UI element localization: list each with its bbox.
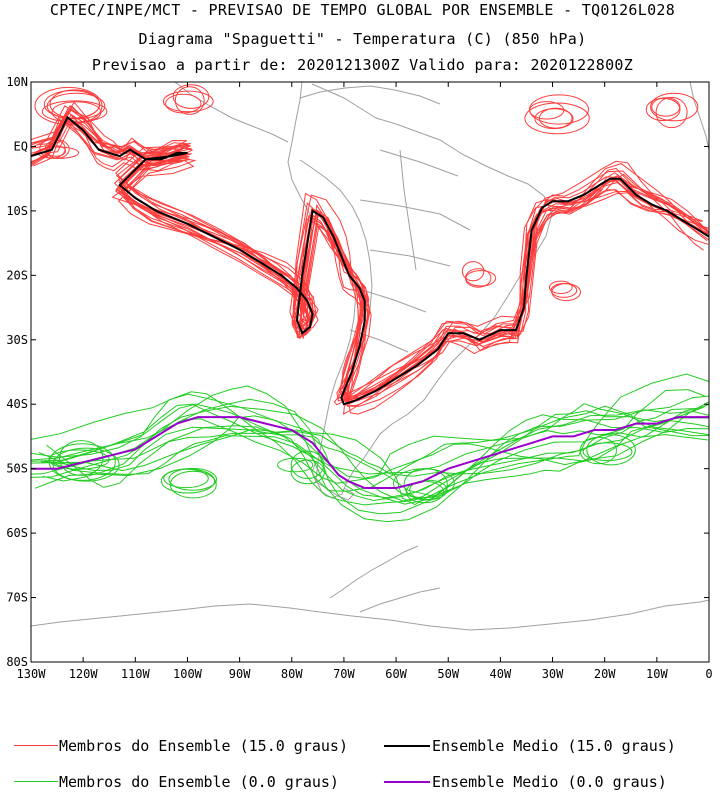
ensemble-member-0c-cell — [403, 468, 448, 501]
antarctic-peninsula — [329, 545, 441, 613]
ensemble-member-15c-cell — [548, 280, 573, 294]
ensemble-member-15c-cell — [655, 96, 688, 129]
lat-tick-label: 70S — [6, 591, 28, 605]
lat-tick-label: 10S — [6, 204, 28, 218]
ensemble-member-0c-line — [38, 389, 706, 497]
legend-label-mean-15c: Ensemble Medio (15.0 graus) — [432, 737, 676, 755]
country-borders — [349, 149, 471, 353]
ensemble-member-0c-line — [31, 403, 709, 502]
ensemble-member-15c-cell — [534, 108, 574, 130]
lon-tick-label: 50W — [437, 667, 459, 681]
ensemble-member-15c-cell — [645, 97, 681, 122]
ensemble-member-0c-cell — [582, 442, 633, 462]
ensemble-member-0c-line — [34, 403, 709, 489]
lon-tick-label: 120W — [69, 667, 99, 681]
ensemble-member-0c-cell — [48, 443, 116, 481]
lat-tick-label: 20S — [6, 268, 28, 282]
title-line-3: Previsao a partir de: 2020121300Z Valido… — [91, 56, 634, 74]
ensemble-member-0c-cell — [48, 449, 110, 470]
lon-tick-label: 110W — [121, 667, 151, 681]
ensemble-member-15c-cell — [36, 146, 80, 159]
legend-label-members-0c: Membros do Ensemble (0.0 graus) — [59, 773, 339, 791]
ensemble-member-15c-cell — [51, 101, 102, 124]
ensemble-member-15c-cell — [651, 97, 681, 117]
legend-swatch-mean-0c — [384, 781, 430, 783]
lat-tick-label: EQ — [14, 139, 28, 153]
lon-tick-label: 60W — [385, 667, 407, 681]
lon-tick-label: 20W — [594, 667, 616, 681]
lon-tick-label: 100W — [173, 667, 203, 681]
title-line-1: CPTEC/INPE/MCT - PREVISAO DE TEMPO GLOBA… — [49, 1, 676, 19]
antarctica-coast — [31, 599, 709, 631]
map-layer — [31, 82, 709, 631]
legend-swatch-mean-15c — [384, 745, 430, 747]
ensemble-member-0c-cell — [579, 436, 617, 465]
lon-tick-label: 80W — [281, 667, 303, 681]
legend-label-members-15c: Membros do Ensemble (15.0 graus) — [59, 737, 348, 755]
ensemble-member-0c-line — [31, 393, 709, 505]
lon-tick-label: 130W — [17, 667, 47, 681]
ensemble-member-0c-cell — [290, 450, 325, 479]
ensemble-member-0c-cell — [168, 467, 217, 491]
ensemble-member-0c-cell — [586, 434, 636, 466]
lat-tick-label: 30S — [6, 333, 28, 347]
lat-tick-label: 60S — [6, 526, 28, 540]
legend-swatch-members-0c — [14, 781, 58, 782]
ensemble-member-15c-cell — [551, 283, 582, 302]
caribbean-coast — [299, 85, 441, 105]
lon-tick-label: 30W — [542, 667, 564, 681]
ensemble-member-0c-line — [44, 405, 709, 492]
lon-tick-label: 10W — [646, 667, 668, 681]
africa-coast — [689, 82, 709, 151]
ensemble-member-0c-line — [31, 403, 709, 499]
lon-tick-label: 90W — [229, 667, 251, 681]
lon-tick-label: 70W — [333, 667, 355, 681]
lat-tick-label: 50S — [6, 462, 28, 476]
ensemble-member-0c-cell — [163, 468, 209, 489]
ensemble-mean-0c-line — [31, 416, 709, 489]
ensemble-member-0c-cell — [277, 457, 314, 473]
lat-tick-label: 80S — [6, 655, 28, 669]
andes-divide — [299, 159, 373, 331]
ensemble-member-15c-line — [31, 116, 703, 406]
ensemble-member-15c-cell — [174, 86, 205, 115]
legend-swatch-members-15c — [14, 745, 58, 746]
title-line-2: Diagrama "Spaguetti" - Temperatura (C) (… — [138, 30, 587, 48]
ensemble-member-0c-line — [31, 391, 709, 506]
map-background — [31, 82, 709, 662]
lon-tick-label: 0 — [705, 667, 712, 681]
ensemble-mean-15c-line — [31, 115, 709, 406]
ensemble-member-15c-cell — [172, 84, 210, 109]
ensemble-member-0c-line — [31, 385, 709, 523]
lat-tick-label: 10N — [6, 75, 28, 89]
ensemble-member-15c-cell — [43, 90, 101, 119]
legend-label-mean-0c: Ensemble Medio (0.0 graus) — [432, 773, 667, 791]
lon-tick-label: 40W — [490, 667, 512, 681]
central-america-coast — [174, 82, 289, 143]
ensemble-member-15c-cell — [465, 270, 497, 287]
ensemble-member-15c-cell — [650, 92, 699, 122]
lat-tick-label: 40S — [6, 397, 28, 411]
ensemble-member-15c-cell — [162, 90, 214, 113]
ensemble-member-15c-line — [31, 119, 709, 402]
map-frame — [30, 81, 710, 663]
